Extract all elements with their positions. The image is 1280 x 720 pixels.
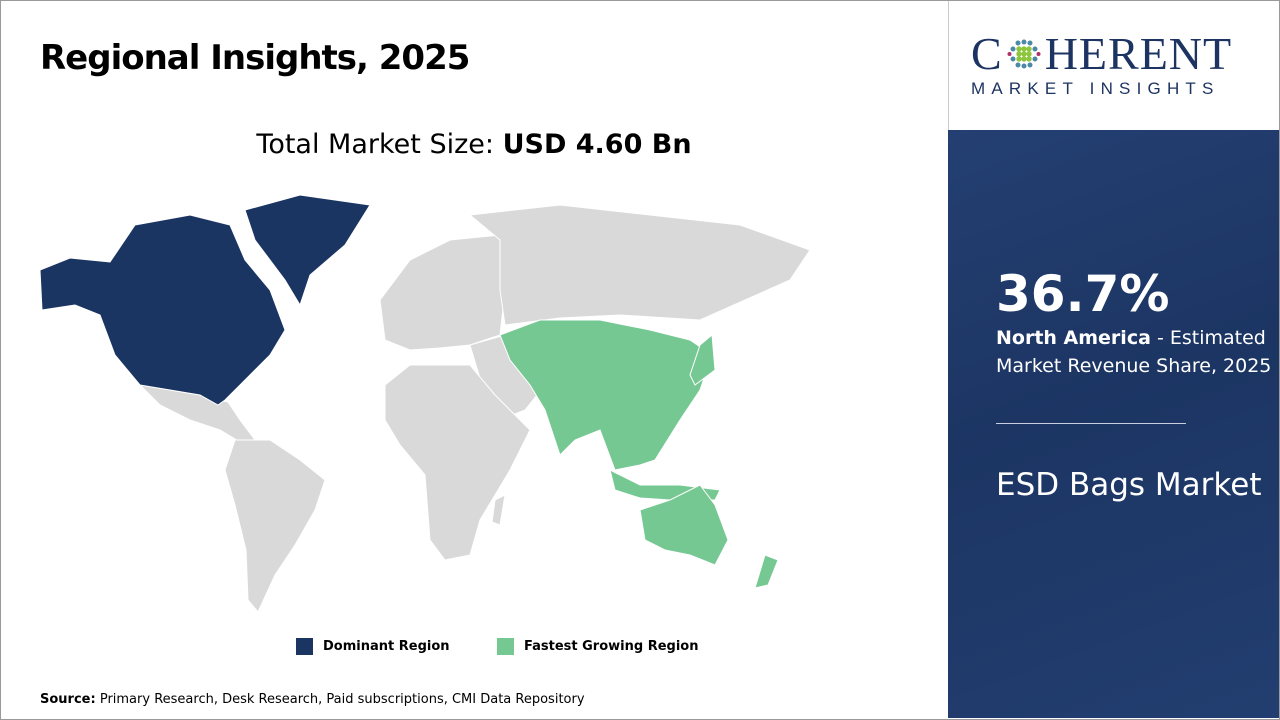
map-region-south-america bbox=[224, 439, 326, 613]
market-size-value: USD 4.60 Bn bbox=[502, 129, 692, 160]
map-region-greenland bbox=[244, 194, 371, 307]
source-label: Source: bbox=[40, 692, 96, 707]
legend-dominant: Dominant Region bbox=[296, 638, 450, 655]
logo-subtitle: MARKET INSIGHTS bbox=[971, 79, 1220, 98]
map-region-japan bbox=[689, 334, 716, 386]
total-market-size: Total Market Size: USD 4.60 Bn bbox=[0, 128, 948, 162]
logo-letter: C bbox=[971, 28, 1003, 79]
logo-text: HERENT bbox=[1044, 28, 1233, 79]
description-text: - Estimated Market Revenue Share, 2025 bbox=[996, 327, 1272, 377]
source-note: Source: Primary Research, Desk Research,… bbox=[40, 692, 585, 708]
world-map bbox=[39, 194, 811, 613]
map-region-africa bbox=[384, 364, 531, 561]
map-region-asia bbox=[499, 319, 713, 471]
market-name: ESD Bags Market bbox=[996, 467, 1262, 503]
legend-fastest: Fastest Growing Region bbox=[497, 638, 698, 655]
share-value: 36.7% bbox=[996, 265, 1170, 323]
page-title: Regional Insights, 2025 bbox=[40, 38, 470, 78]
map-region-russia bbox=[468, 204, 811, 326]
map-region-north-america bbox=[39, 214, 286, 406]
source-text: Primary Research, Desk Research, Paid su… bbox=[99, 692, 585, 707]
map-region-new-zealand bbox=[754, 554, 779, 589]
insight-panel: 36.7% North America - Estimated Market R… bbox=[948, 130, 1280, 718]
map-region-madagascar bbox=[491, 494, 506, 526]
region-name: North America bbox=[996, 327, 1151, 349]
logo: C HERENT MARKET INSIGHTS bbox=[948, 0, 1280, 130]
market-size-label: Total Market Size: bbox=[256, 129, 494, 160]
map-region-australia bbox=[639, 484, 729, 566]
legend-swatch-fastest bbox=[497, 638, 514, 655]
legend-label-dominant: Dominant Region bbox=[323, 639, 450, 654]
legend-swatch-dominant bbox=[296, 638, 313, 655]
share-description: North America - Estimated Market Revenue… bbox=[996, 324, 1276, 380]
globe-dots-icon bbox=[1007, 39, 1041, 69]
map-region-europe bbox=[379, 234, 506, 351]
divider bbox=[996, 423, 1186, 424]
legend-label-fastest: Fastest Growing Region bbox=[524, 639, 699, 654]
